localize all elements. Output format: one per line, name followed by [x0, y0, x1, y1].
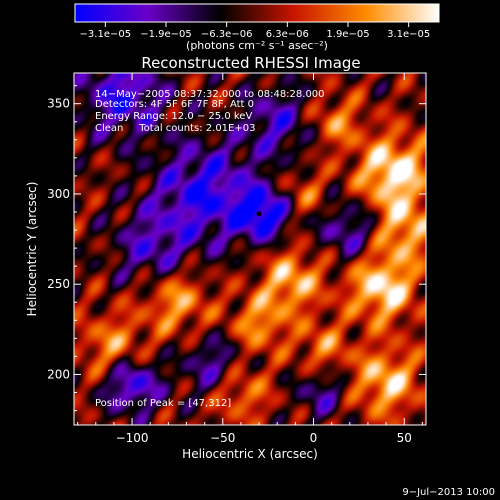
- footer-date: 9−Jul−2013 10:00: [402, 487, 495, 498]
- x-tick-label: −100: [116, 431, 149, 445]
- colorbar-tick-label: −1.9e−05: [140, 29, 192, 40]
- y-tick-label: 250: [47, 277, 70, 291]
- x-tick-label: −50: [210, 431, 235, 445]
- peak-position-label: Position of Peak = [47,312]: [95, 398, 231, 409]
- colorbar-tick-label: −6.3e−06: [201, 29, 253, 40]
- x-tick-label: 50: [397, 431, 412, 445]
- heatmap-image: [74, 73, 426, 425]
- annotation-detectors: Detectors: 4F 5F 6F 7F 8F, Att 0: [95, 99, 254, 110]
- y-axis-ticks: 200 250 300 350: [47, 85, 426, 412]
- chart-title: Reconstructed RHESSI Image: [141, 54, 360, 72]
- x-axis-ticks: −100 −50 0 50: [77, 73, 423, 445]
- colorbar-tick-label: 6.3e−06: [266, 29, 309, 40]
- colorbar-tick-label: −3.1e−05: [80, 29, 132, 40]
- colorbar-tick-label: 3.1e−05: [387, 29, 430, 40]
- peak-marker: [256, 211, 262, 217]
- annotation-energy-range: Energy Range: 12.0 − 25.0 keV: [95, 111, 252, 122]
- plot-area: [74, 73, 426, 425]
- y-tick-label: 300: [47, 187, 70, 201]
- y-tick-label: 200: [47, 367, 70, 381]
- plot-frame: [73, 72, 427, 426]
- x-axis-label: Heliocentric X (arcsec): [182, 447, 318, 461]
- annotation-clean-counts: Clean Total counts: 2.01E+03: [95, 123, 255, 134]
- y-tick-label: 350: [47, 97, 70, 111]
- colorbar: [74, 3, 440, 23]
- annotation-time-range: 14−May−2005 08:37:32.000 to 08:48:28.000: [95, 89, 325, 100]
- colorbar-ticks: −3.1e−05 −1.9e−05 −6.3e−06 6.3e−06 1.9e−05 3.…: [80, 22, 430, 40]
- colorbar-tick-label: 1.9e−05: [326, 29, 369, 40]
- y-axis-label: Heliocentric Y (arcsec): [25, 182, 39, 317]
- x-tick-label: 0: [310, 431, 318, 445]
- colorbar-unit-label: (photons cm⁻² s⁻¹ asec⁻²): [186, 39, 328, 52]
